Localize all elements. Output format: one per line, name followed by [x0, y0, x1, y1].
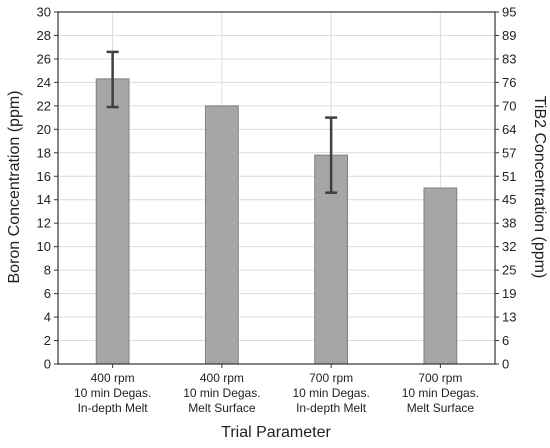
y-tick-label: 22 [37, 98, 51, 113]
bar [423, 187, 458, 365]
y-tick-label: 12 [37, 216, 51, 231]
y-tick-label: 30 [37, 5, 51, 20]
x-tick-label: In-depth Melt [78, 401, 149, 415]
error-bars [106, 50, 338, 194]
y2-tick-label: 83 [502, 51, 516, 66]
y2-tick-label: 89 [502, 28, 516, 43]
y2-tick-label: 19 [502, 286, 516, 301]
x-tick-label: In-depth Melt [296, 401, 367, 415]
x-tick-label: 10 min Degas. [402, 386, 479, 400]
y2-tick-label: 6 [502, 333, 509, 348]
axes [54, 11, 499, 368]
y2-axis-title: TiB2 Concentration (ppm) [531, 96, 548, 279]
y-tick-label: 14 [37, 192, 51, 207]
x-axis-title: Trial Parameter [221, 424, 331, 441]
y-tick-label: 26 [37, 51, 51, 66]
y2-tick-label: 76 [502, 75, 516, 90]
y-tick-label: 18 [37, 145, 51, 160]
plot-frame [57, 11, 496, 365]
y-tick-label: 20 [37, 122, 51, 137]
x-tick-label: 700 rpm [418, 371, 462, 385]
y2-tick-label: 45 [502, 192, 516, 207]
y-tick-label: 4 [44, 310, 51, 325]
y2-tick-label: 13 [502, 310, 516, 325]
x-tick-label: 700 rpm [309, 371, 353, 385]
x-tick-label: 400 rpm [91, 371, 135, 385]
bars [95, 78, 458, 365]
bar [204, 105, 239, 365]
y-tick-label: 6 [44, 286, 51, 301]
y2-tick-label: 70 [502, 98, 516, 113]
y2-tick-label: 64 [502, 122, 516, 137]
y-axis-title: Boron Concentration (ppm) [6, 91, 23, 284]
x-tick-label: 10 min Degas. [183, 386, 260, 400]
y-tick-label: 2 [44, 333, 51, 348]
y2-tick-label: 51 [502, 169, 516, 184]
y-tick-label: 16 [37, 169, 51, 184]
x-tick-label: 10 min Degas. [292, 386, 369, 400]
y-tick-label: 24 [37, 75, 51, 90]
x-tick-label: Melt Surface [407, 401, 475, 415]
y-tick-label: 8 [44, 263, 51, 278]
y2-tick-label: 57 [502, 145, 516, 160]
bar [95, 78, 130, 365]
y-tick-label: 28 [37, 28, 51, 43]
y2-tick-label: 32 [502, 239, 516, 254]
y2-tick-label: 25 [502, 263, 516, 278]
y2-tick-label: 0 [502, 357, 509, 372]
y-tick-label: 10 [37, 239, 51, 254]
x-tick-label: 10 min Degas. [74, 386, 151, 400]
x-tick-label: Melt Surface [188, 401, 256, 415]
y2-tick-label: 95 [502, 5, 516, 20]
y2-tick-label: 38 [502, 216, 516, 231]
y-tick-label: 0 [44, 357, 51, 372]
x-tick-label: 400 rpm [200, 371, 244, 385]
